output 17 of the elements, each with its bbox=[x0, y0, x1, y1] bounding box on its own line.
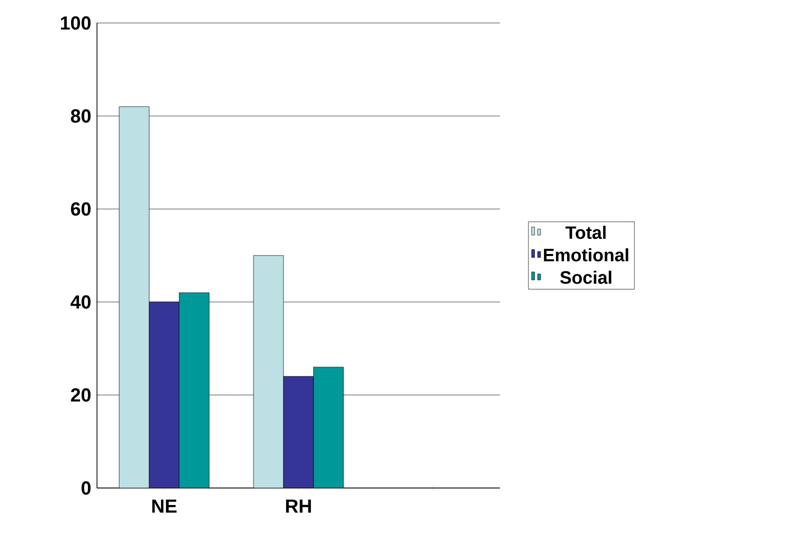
bar bbox=[253, 255, 284, 488]
bar bbox=[313, 366, 344, 488]
y-tick-label: 0 bbox=[82, 481, 91, 495]
y-tick-label: 60 bbox=[70, 202, 91, 216]
y-tick-label: 20 bbox=[70, 388, 91, 402]
x-tick-label: RH bbox=[286, 500, 311, 513]
bar bbox=[118, 106, 150, 488]
bar bbox=[148, 302, 180, 488]
legend-label: Social bbox=[560, 270, 612, 284]
legend-label: Emotional bbox=[544, 248, 628, 262]
bar bbox=[178, 292, 210, 488]
y-tick-label: 80 bbox=[70, 109, 91, 123]
y-tick-label: 40 bbox=[70, 295, 91, 309]
y-tick-label: 100 bbox=[60, 16, 91, 30]
bar bbox=[283, 376, 314, 488]
legend-label: Total bbox=[566, 226, 606, 239]
x-tick-label: NE bbox=[152, 500, 177, 513]
